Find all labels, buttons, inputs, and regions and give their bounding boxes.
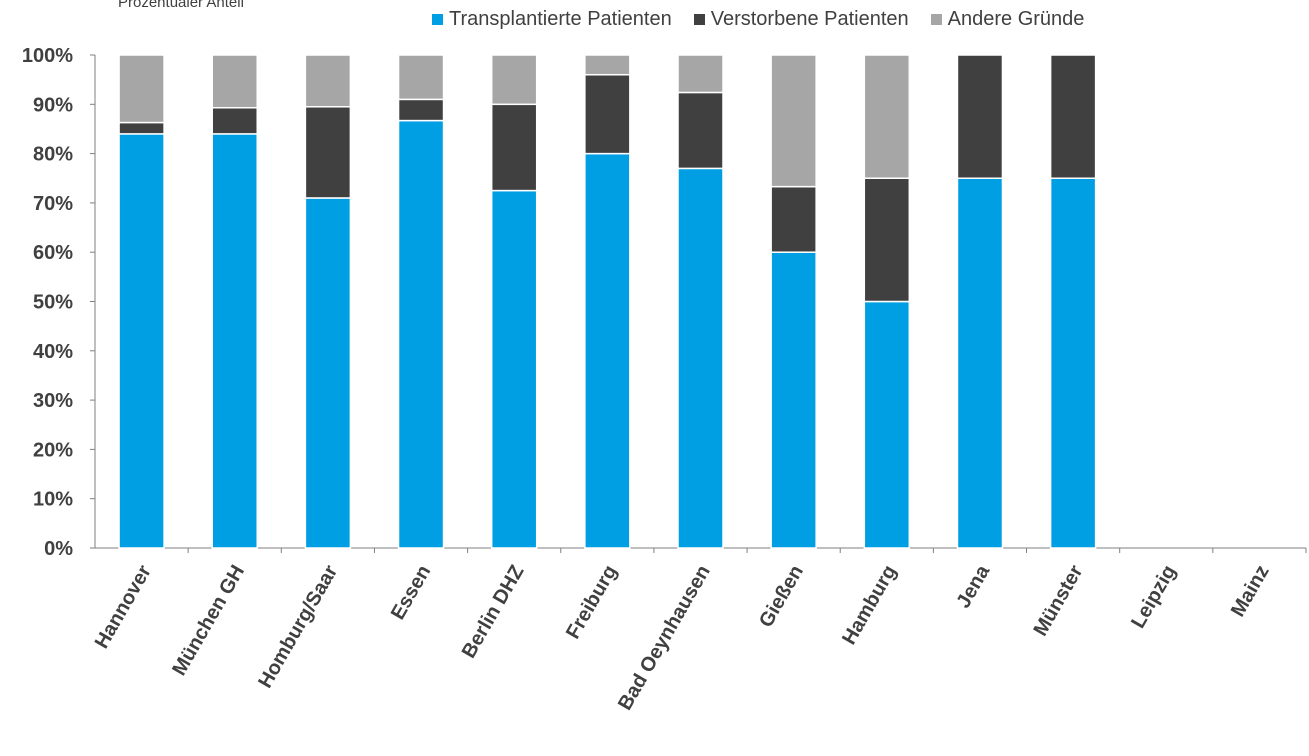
bar-segment xyxy=(770,54,817,188)
bar-segment xyxy=(211,133,258,549)
x-tick-label: Jena xyxy=(952,561,994,612)
bar-segment xyxy=(584,54,631,76)
bar-segment xyxy=(211,54,258,109)
y-tick-label: 0% xyxy=(44,538,73,560)
bar-segment xyxy=(677,54,724,94)
y-tick-label: 10% xyxy=(33,489,73,511)
x-tick-label: Essen xyxy=(387,562,436,624)
y-tick-label: 40% xyxy=(33,341,73,363)
legend-swatch-andere xyxy=(930,14,942,25)
y-tick-label: 70% xyxy=(33,193,73,215)
y-tick-label: 60% xyxy=(33,242,73,264)
bar-segment xyxy=(677,167,724,549)
x-tick-label: Homburg/Saar xyxy=(254,561,342,692)
bar-segment xyxy=(584,152,631,549)
bar-segment xyxy=(118,121,165,135)
legend-label-andere: Andere Gründe xyxy=(947,8,1085,30)
bar-segment xyxy=(211,107,258,135)
x-tick-label: Bad Oeynhausen xyxy=(614,562,715,715)
x-tick-label: Leipzig xyxy=(1127,562,1180,633)
bar-segment xyxy=(118,54,165,124)
bar-segment xyxy=(584,73,631,155)
bar-segment xyxy=(863,54,911,179)
legend-label-verstorben: Verstorbene Patienten xyxy=(710,8,909,30)
legend-item-transplantiert: Transplantierte Patienten xyxy=(432,8,672,31)
y-tick-label: 100% xyxy=(22,45,73,67)
x-tick-label: Münster xyxy=(1029,561,1087,640)
bar-segment xyxy=(397,119,445,549)
bar-segment xyxy=(863,300,911,549)
legend-label-transplantiert: Transplantierte Patienten xyxy=(449,8,672,30)
bar-segment xyxy=(956,54,1004,179)
bar-segment xyxy=(490,103,538,192)
y-tick-label: 30% xyxy=(33,390,73,412)
x-tick-label: Hamburg xyxy=(838,562,901,649)
x-tick-label: Mainz xyxy=(1227,562,1274,621)
bar-segment xyxy=(118,133,165,549)
legend-item-verstorben: Verstorbene Patienten xyxy=(693,8,909,31)
bar-segment xyxy=(677,91,724,170)
x-tick-label: München GH xyxy=(168,562,249,680)
bar-segment xyxy=(397,98,445,122)
x-tick-label: Berlin DHZ xyxy=(458,562,529,662)
chart-legend: Transplantierte Patienten Verstorbene Pa… xyxy=(432,8,1084,31)
bar-segment xyxy=(304,54,352,108)
bar-segment xyxy=(397,54,445,101)
bar-segment xyxy=(1049,54,1097,179)
legend-swatch-verstorben xyxy=(693,14,705,25)
y-tick-label: 50% xyxy=(33,292,73,314)
y-tick-label: 90% xyxy=(33,94,73,116)
y-tick-label: 20% xyxy=(33,439,73,461)
bar-segment xyxy=(1049,177,1097,549)
legend-item-andere: Andere Gründe xyxy=(930,8,1085,31)
x-tick-label: Freiburg xyxy=(562,562,622,643)
legend-swatch-transplantiert xyxy=(432,14,443,25)
bar-segment xyxy=(304,106,352,199)
bar-segment xyxy=(956,177,1004,549)
bar-segment xyxy=(863,177,911,303)
x-tick-label: Gießen xyxy=(755,562,808,632)
y-axis-title: Prozentualer Anteil xyxy=(118,0,244,11)
x-tick-label: Hannover xyxy=(91,561,156,652)
bar-segment xyxy=(490,189,538,549)
y-tick-label: 80% xyxy=(33,144,73,166)
bar-segment xyxy=(770,185,817,253)
bar-segment xyxy=(490,54,538,106)
bar-segment xyxy=(304,197,352,549)
bar-segment xyxy=(770,251,817,549)
